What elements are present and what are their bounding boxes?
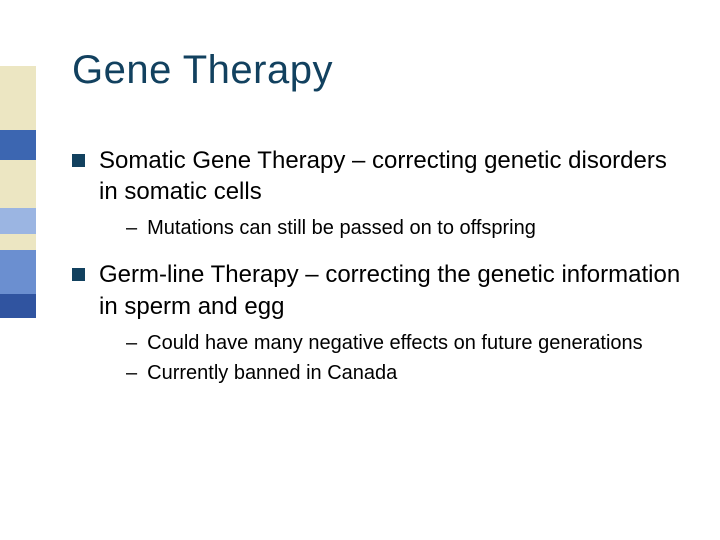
bullet-text: Germ-line Therapy – correcting the genet… (99, 259, 690, 321)
sidebar-block (0, 318, 36, 540)
bullet-item: Germ-line Therapy – correcting the genet… (72, 259, 690, 321)
sub-item: –Mutations can still be passed on to off… (126, 215, 690, 241)
bullet-text: Somatic Gene Therapy – correcting geneti… (99, 145, 690, 207)
sidebar-block (0, 160, 36, 208)
square-bullet-icon (72, 268, 85, 281)
slide-content: Gene Therapy Somatic Gene Therapy – corr… (72, 48, 690, 404)
sub-text: Could have many negative effects on futu… (147, 330, 643, 356)
sidebar-block (0, 0, 36, 66)
sub-list: –Mutations can still be passed on to off… (126, 215, 690, 241)
sub-item: –Currently banned in Canada (126, 360, 690, 386)
sidebar-block (0, 234, 36, 250)
sub-text: Mutations can still be passed on to offs… (147, 215, 536, 241)
sidebar-block (0, 66, 36, 130)
sub-text: Currently banned in Canada (147, 360, 397, 386)
sub-list: –Could have many negative effects on fut… (126, 330, 690, 386)
sidebar-block (0, 294, 36, 318)
sidebar-block (0, 130, 36, 160)
decorative-sidebar (0, 0, 36, 540)
slide-title: Gene Therapy (72, 48, 690, 93)
dash-icon: – (126, 330, 137, 356)
square-bullet-icon (72, 154, 85, 167)
sidebar-block (0, 208, 36, 234)
bullet-list: Somatic Gene Therapy – correcting geneti… (72, 145, 690, 386)
dash-icon: – (126, 360, 137, 386)
sub-item: –Could have many negative effects on fut… (126, 330, 690, 356)
dash-icon: – (126, 215, 137, 241)
sidebar-block (0, 250, 36, 294)
bullet-item: Somatic Gene Therapy – correcting geneti… (72, 145, 690, 207)
